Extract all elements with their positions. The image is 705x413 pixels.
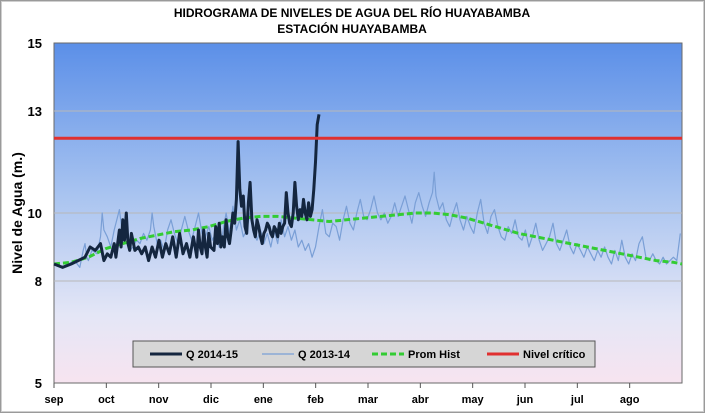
x-tick-label: feb bbox=[307, 394, 324, 406]
y-axis-label: Nivel de Agua (m.) bbox=[9, 152, 25, 274]
y-tick-label: 15 bbox=[28, 36, 42, 51]
series-line-q-2014-15 bbox=[53, 114, 321, 269]
legend-label: Q 2014-15 bbox=[186, 349, 238, 361]
x-tick-label: jun bbox=[516, 394, 534, 406]
y-axis-ticks: 5 8 10 13 15 bbox=[28, 36, 42, 391]
series-line-q-2013-14 bbox=[53, 171, 681, 268]
chart-title: HIDROGRAMA DE NIVELES DE AGUA DEL RÍO HU… bbox=[174, 5, 531, 20]
x-tick-label: abr bbox=[412, 394, 430, 406]
x-tick-label: oct bbox=[98, 394, 115, 406]
series-layer bbox=[53, 114, 683, 269]
x-tick-label: ene bbox=[254, 394, 273, 406]
x-tick-label: ago bbox=[620, 394, 640, 406]
series-line-prom-hist bbox=[53, 211, 683, 266]
y-tick-label: 5 bbox=[35, 376, 42, 391]
legend-label: Prom Hist bbox=[408, 349, 460, 361]
x-tick-label: sep bbox=[45, 394, 64, 406]
legend-label: Q 2013-14 bbox=[298, 349, 351, 361]
legend: Q 2014-15 Q 2013-14 Prom Hist Nivel crítico bbox=[132, 340, 596, 368]
chart-subtitle: ESTACIÓN HUAYABAMBA bbox=[277, 21, 427, 36]
y-tick-label: 8 bbox=[35, 274, 42, 289]
x-tick-label: jul bbox=[570, 394, 584, 406]
x-tick-label: dic bbox=[203, 394, 219, 406]
x-axis-ticks: sep oct nov dic ene feb mar abr may jun jul ago bbox=[45, 383, 640, 406]
x-tick-label: nov bbox=[149, 394, 169, 406]
legend-label: Nivel crítico bbox=[523, 349, 586, 361]
y-tick-label: 13 bbox=[28, 104, 42, 119]
x-tick-label: may bbox=[462, 394, 485, 406]
y-tick-label: 10 bbox=[28, 206, 42, 221]
grid-lines bbox=[54, 110, 682, 282]
x-tick-label: mar bbox=[358, 394, 379, 406]
